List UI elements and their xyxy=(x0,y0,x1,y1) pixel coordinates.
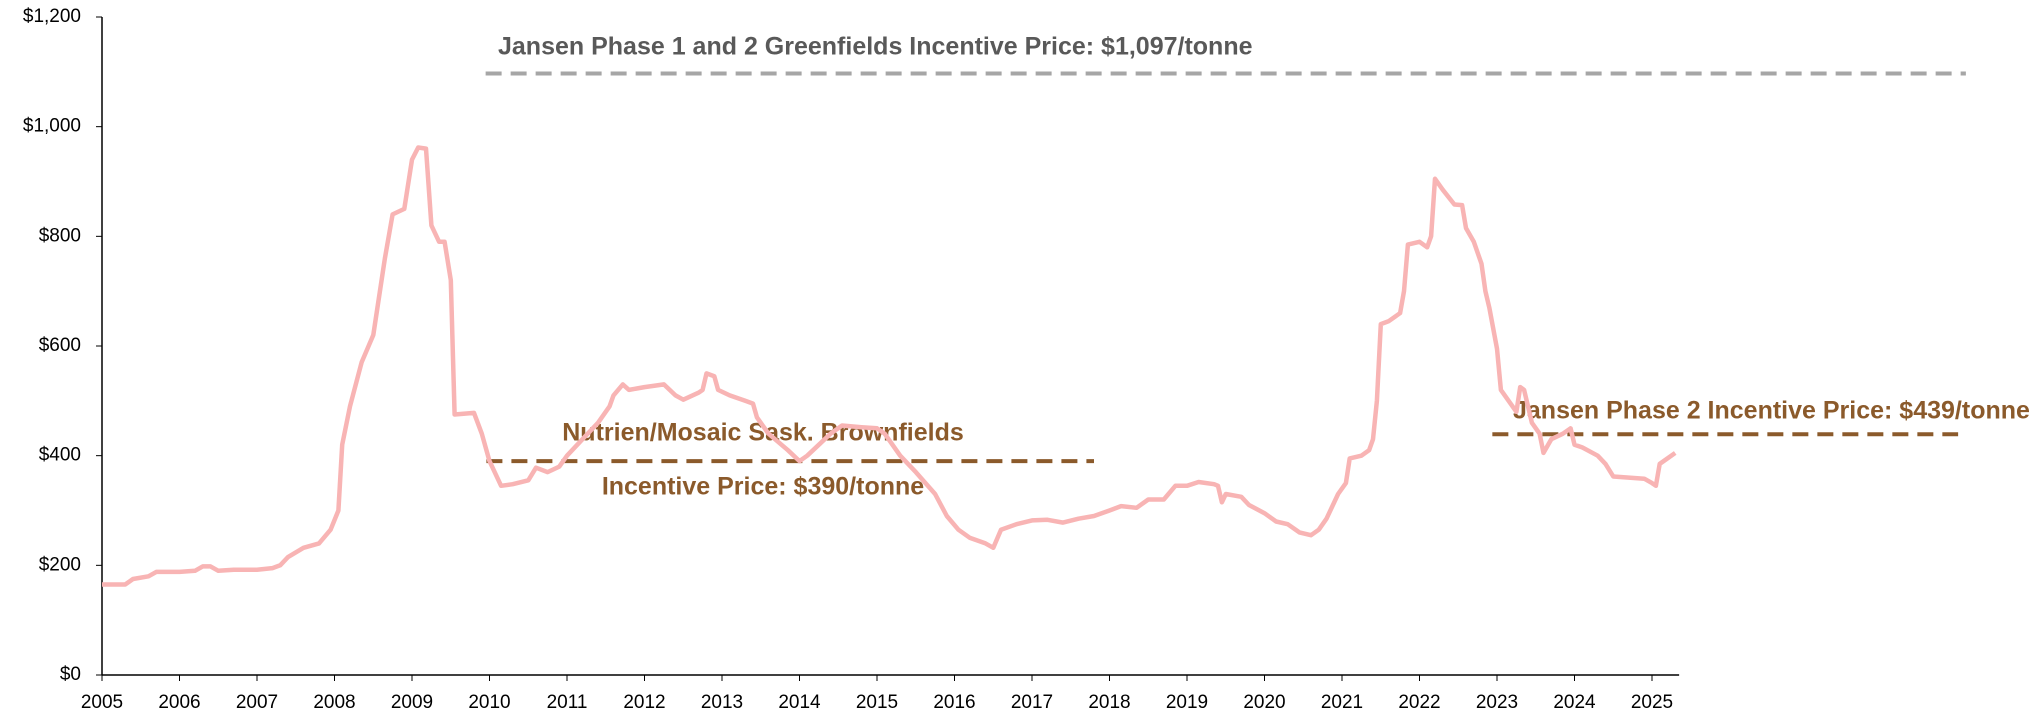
y-tick-label: $800 xyxy=(39,225,81,246)
x-tick-label: 2023 xyxy=(1476,692,1518,713)
y-tick-label: $1,200 xyxy=(23,6,81,27)
y-tick-label: $200 xyxy=(39,554,81,575)
x-tick-label: 2006 xyxy=(158,692,200,713)
x-tick-label: 2012 xyxy=(623,692,665,713)
reference-label: Jansen Phase 2 Incentive Price: $439/ton… xyxy=(1513,397,2030,425)
x-tick-label: 2018 xyxy=(1088,692,1130,713)
y-tick-label: $600 xyxy=(39,335,81,356)
x-tick-label: 2020 xyxy=(1243,692,1285,713)
y-tick-label: $1,000 xyxy=(23,116,81,137)
y-tick-label: $0 xyxy=(60,664,81,685)
x-tick-label: 2025 xyxy=(1631,692,1673,713)
x-tick-label: 2014 xyxy=(778,692,821,713)
x-tick-label: 2011 xyxy=(547,692,588,713)
x-tick-label: 2015 xyxy=(856,692,898,713)
x-tick-label: 2024 xyxy=(1553,692,1596,713)
x-tick-label: 2017 xyxy=(1011,692,1053,713)
x-tick-label: 2019 xyxy=(1166,692,1208,713)
x-tick-label: 2005 xyxy=(81,692,123,713)
reference-label: Incentive Price: $390/tonne xyxy=(602,473,924,501)
price-line xyxy=(102,145,1677,587)
x-tick-label: 2008 xyxy=(313,692,355,713)
x-tick-label: 2007 xyxy=(236,692,278,713)
x-tick-label: 2010 xyxy=(468,692,510,713)
reference-label: Jansen Phase 1 and 2 Greenfields Incenti… xyxy=(498,33,1253,61)
x-tick-label: 2021 xyxy=(1321,692,1363,713)
x-tick-label: 2013 xyxy=(701,692,743,713)
x-tick-label: 2009 xyxy=(391,692,433,713)
x-tick-label: 2016 xyxy=(933,692,975,713)
x-tick-label: 2022 xyxy=(1398,692,1440,713)
y-tick-label: $400 xyxy=(39,445,81,466)
